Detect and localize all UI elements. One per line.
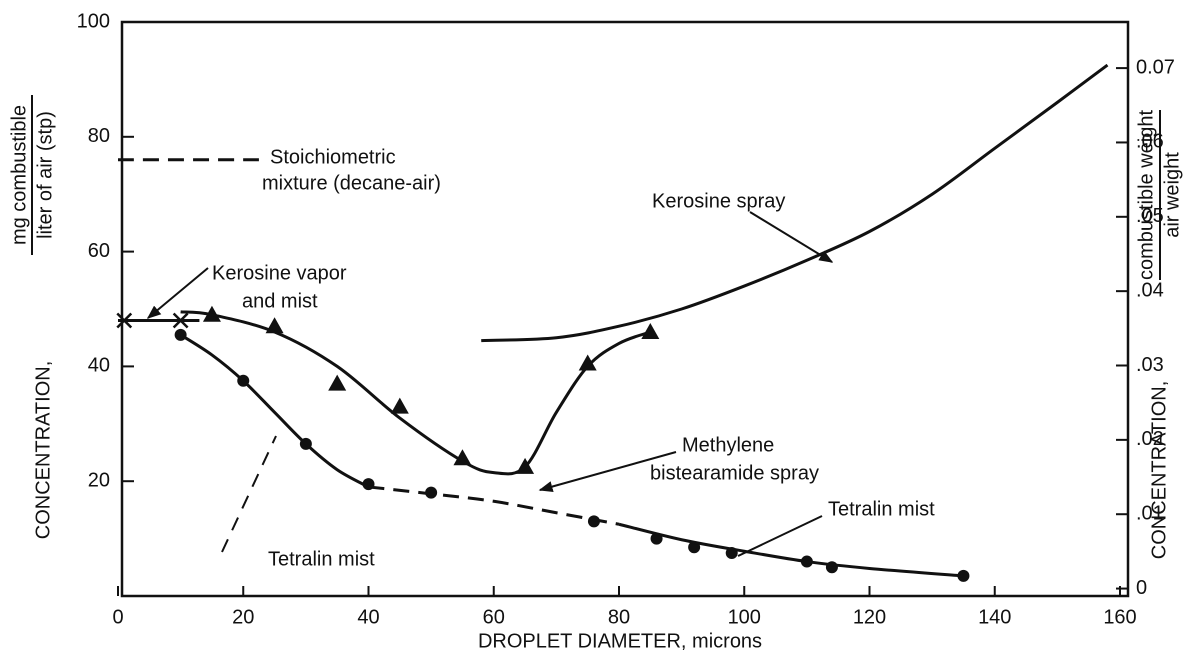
annotation: Kerosine vapor bbox=[212, 262, 347, 284]
curve bbox=[179, 333, 370, 489]
x-tick-label: 160 bbox=[1103, 606, 1136, 628]
y-axis-label: CONCENTRATION, bbox=[32, 361, 54, 540]
y-axis-label-numerator: mg combustible bbox=[8, 105, 30, 245]
y2-tick-label: .05 bbox=[1136, 205, 1164, 227]
y-tick-label: 80 bbox=[88, 125, 110, 147]
x-tick-label: 80 bbox=[608, 606, 630, 628]
annotation: Stoichiometric bbox=[270, 146, 396, 168]
annotation: Kerosine spray bbox=[652, 190, 785, 212]
y2-axis-label-numerator: combustible weight bbox=[1135, 110, 1157, 281]
x-tick-label: 20 bbox=[232, 606, 254, 628]
dashed-curve bbox=[368, 485, 620, 526]
triangle-marker bbox=[390, 397, 409, 414]
y2-axis-label: CONCENTRATION, bbox=[1148, 381, 1170, 560]
triangle-marker bbox=[328, 374, 347, 391]
y2-tick-label: 0 bbox=[1136, 577, 1147, 599]
curve bbox=[618, 522, 964, 578]
x-tick-label: 140 bbox=[978, 606, 1011, 628]
y-tick-label: 100 bbox=[77, 10, 110, 32]
annotation: Tetralin mist bbox=[268, 548, 375, 570]
circle-marker bbox=[587, 515, 600, 528]
x-tick-label: 40 bbox=[357, 606, 379, 628]
arrow bbox=[221, 435, 277, 553]
curve bbox=[481, 63, 1109, 343]
y-tick-label: 60 bbox=[88, 240, 110, 262]
y2-tick-label: .06 bbox=[1136, 131, 1164, 153]
y-tick-label: 20 bbox=[88, 469, 110, 491]
y-axis-label-denominator: liter of air (stp) bbox=[34, 111, 56, 239]
x-tick-label: 60 bbox=[483, 606, 505, 628]
curve bbox=[180, 310, 651, 476]
arrow bbox=[146, 267, 209, 319]
plot-frame bbox=[120, 20, 1130, 598]
y2-tick-label: .03 bbox=[1136, 354, 1164, 376]
y2-tick-label: .04 bbox=[1136, 279, 1164, 301]
y2-tick-label: .02 bbox=[1136, 428, 1164, 450]
triangle-marker bbox=[453, 449, 472, 466]
annotation: Tetralin mist bbox=[828, 498, 935, 520]
arrow bbox=[737, 515, 823, 557]
triangle-marker bbox=[641, 322, 660, 339]
x-marker bbox=[172, 312, 189, 329]
x-marker bbox=[116, 312, 133, 329]
x-tick-label: 0 bbox=[112, 606, 123, 628]
y2-axis-label-denominator: air weight bbox=[1161, 152, 1183, 238]
y2-tick-label: .01 bbox=[1136, 502, 1164, 524]
annotation: and mist bbox=[242, 290, 318, 312]
annotation: mixture (decane-air) bbox=[262, 172, 441, 194]
x-tick-label: 120 bbox=[853, 606, 886, 628]
x-tick-label: 100 bbox=[728, 606, 761, 628]
y2-tick-label: 0.07 bbox=[1136, 56, 1175, 78]
triangle-marker bbox=[578, 354, 597, 371]
x-axis-label: DROPLET DIAMETER, microns bbox=[478, 630, 762, 652]
y-tick-label: 40 bbox=[88, 355, 110, 377]
annotation: Methylene bbox=[682, 434, 774, 456]
arrow bbox=[538, 451, 677, 493]
annotation: bistearamide spray bbox=[650, 462, 819, 484]
